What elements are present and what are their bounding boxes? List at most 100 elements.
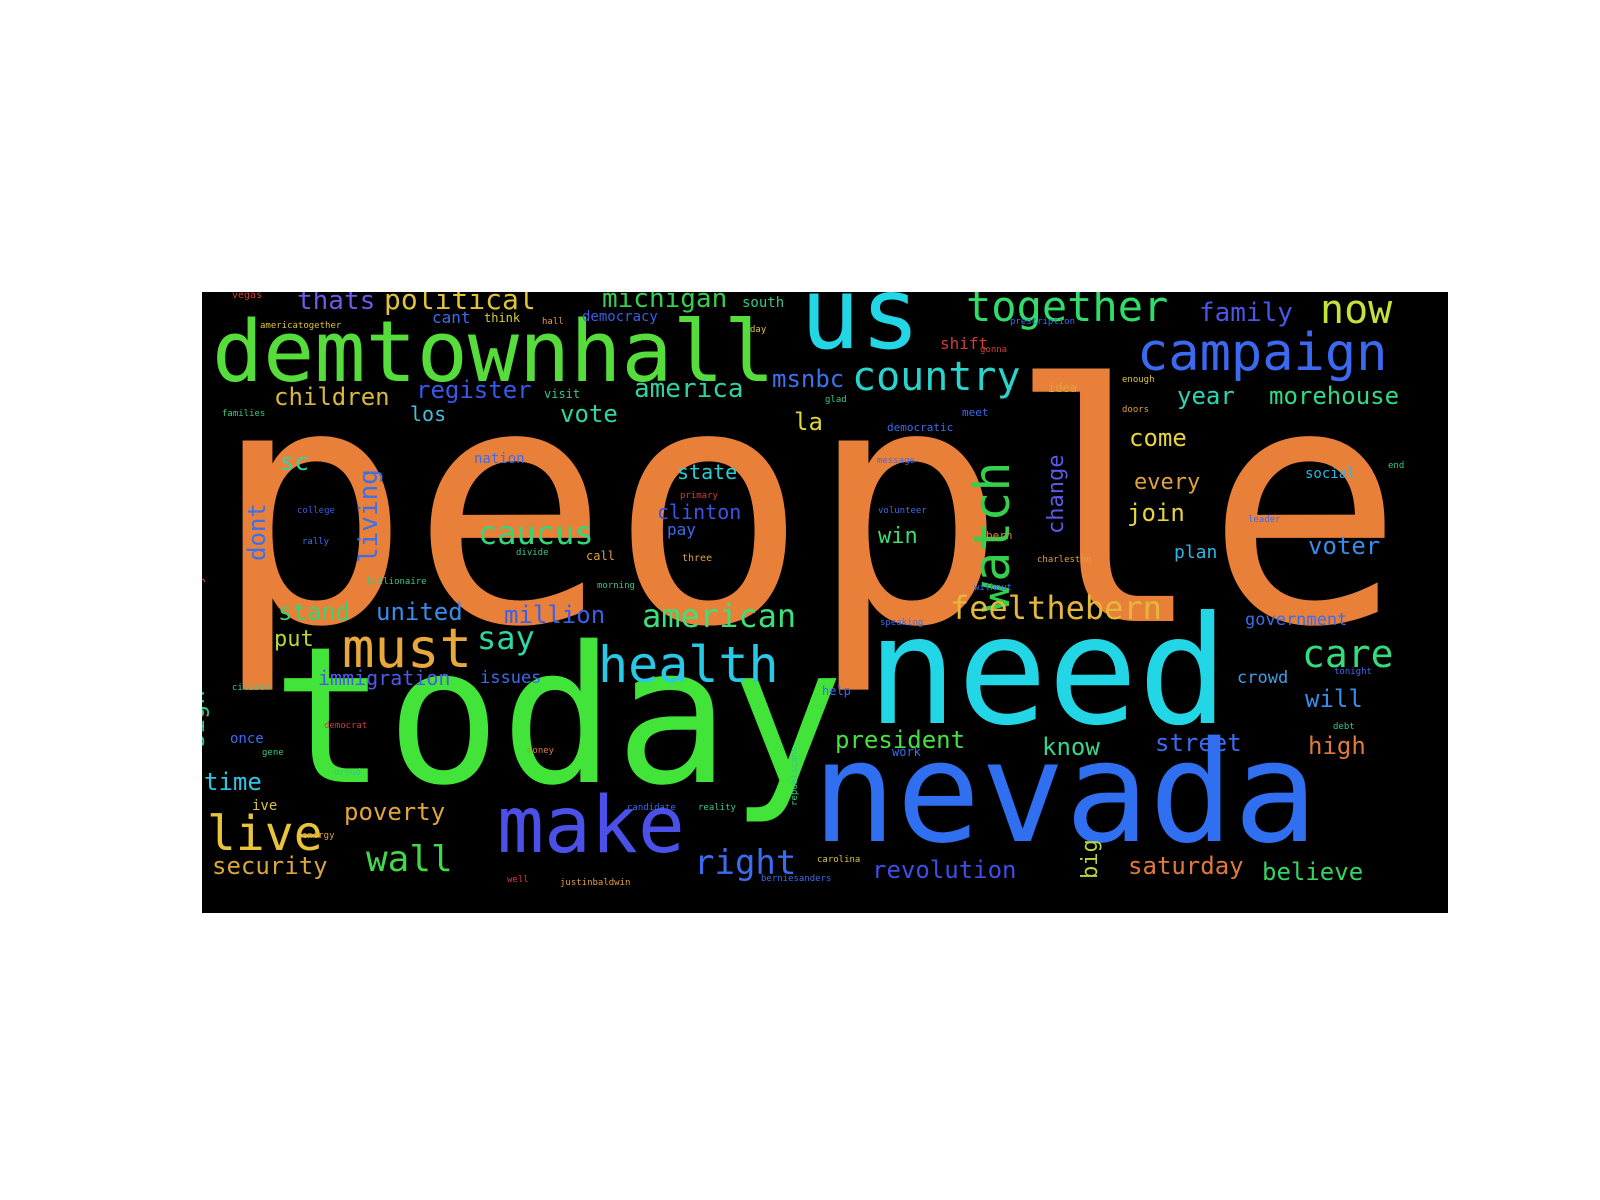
- word-must: must: [342, 617, 473, 680]
- word-michigan: michigan: [602, 292, 728, 314]
- word-million: million: [504, 601, 606, 629]
- word-debt: debt: [1333, 722, 1355, 732]
- word-proud: proud: [334, 768, 362, 778]
- word-well: well: [507, 875, 529, 885]
- word-without: without: [974, 583, 1012, 593]
- word-crowd: crowd: [1237, 668, 1289, 688]
- word-stand: stand: [278, 598, 351, 626]
- word-change: change: [1044, 454, 1069, 534]
- word-social: social: [1305, 466, 1356, 482]
- word-right: right: [694, 843, 797, 883]
- word-visit: visit: [544, 387, 581, 401]
- word-enough: enough: [1122, 375, 1155, 385]
- word-state: state: [677, 460, 738, 484]
- word-tonight: tonight: [1334, 667, 1372, 677]
- word-la: la: [794, 408, 823, 436]
- word-call: call: [586, 549, 615, 563]
- word-feelthebern: feelthebern: [950, 589, 1162, 627]
- word-shift: shift: [940, 334, 989, 353]
- word-cloud: people today need nevada us demtownhall make ca…: [202, 292, 1448, 913]
- word-street: street: [1155, 729, 1242, 757]
- word-morehouse: morehouse: [1269, 382, 1400, 410]
- word-south: south: [742, 295, 785, 311]
- word-pay: pay: [667, 520, 696, 539]
- word-poverty: poverty: [344, 798, 446, 826]
- word-once: once: [230, 731, 264, 747]
- word-country: country: [852, 354, 1021, 400]
- word-clinton: clinton: [657, 500, 742, 524]
- word-morning: morning: [597, 581, 635, 591]
- word-make: make: [497, 781, 685, 871]
- word-every: every: [1134, 470, 1201, 495]
- word-charleston: charleston: [1037, 555, 1092, 565]
- word-join: join: [1127, 499, 1185, 527]
- word-three: three: [682, 553, 713, 564]
- word-say: say: [477, 619, 535, 657]
- word-put: put: [274, 627, 314, 652]
- word-people: people: [212, 315, 1405, 699]
- word-divide: divide: [516, 548, 549, 558]
- word-campaign: campaign: [1137, 323, 1388, 383]
- word-democrat: democrat: [324, 721, 368, 731]
- word-vote: vote: [560, 400, 618, 428]
- word-cant: cant: [432, 308, 471, 327]
- word-candidate: candidate: [627, 803, 676, 813]
- word-college: college: [297, 506, 335, 516]
- word-family: family: [1199, 298, 1293, 328]
- word-time: time: [204, 768, 262, 796]
- word-gene: gene: [262, 748, 284, 758]
- word-bern: bern: [986, 529, 1013, 542]
- word-end: end: [1388, 461, 1405, 471]
- word-volunteer: volunteer: [878, 506, 927, 516]
- word-big: big: [1078, 839, 1103, 879]
- word-help: help: [822, 684, 851, 698]
- word-high: high: [1308, 732, 1366, 760]
- word-vegas: vegas: [232, 292, 263, 301]
- word-ive: ive: [252, 798, 278, 814]
- word-meet: meet: [962, 406, 989, 419]
- word-leader: leader: [1248, 515, 1281, 525]
- word-speaking: speaking: [880, 618, 924, 628]
- word-wall: wall: [366, 839, 453, 880]
- word-think: think: [484, 311, 521, 325]
- word-carolina: carolina: [817, 855, 861, 865]
- word-health: health: [598, 636, 779, 694]
- word-need: need: [867, 585, 1229, 759]
- word-revolution: revolution: [872, 856, 1017, 884]
- word-immigration: immigration: [318, 666, 451, 690]
- word-glad: glad: [825, 395, 847, 405]
- word-los: los: [410, 402, 447, 426]
- word-republicans: republicans: [790, 746, 800, 806]
- word-billionaire: billionaire: [367, 577, 427, 587]
- word-together: together: [966, 292, 1169, 331]
- word-live: live: [207, 806, 323, 862]
- word-primary: primary: [680, 491, 718, 501]
- word-democracy: democracy: [582, 309, 658, 325]
- word-families: families: [222, 409, 266, 419]
- word-rally: rally: [302, 537, 330, 547]
- word-sc: sc: [280, 448, 309, 476]
- word-will: will: [1305, 685, 1363, 713]
- word-msnbc: msnbc: [772, 365, 845, 393]
- word-american: american: [642, 597, 797, 635]
- word-care: care: [1302, 632, 1394, 676]
- word-government: government: [1245, 610, 1348, 630]
- word-united: united: [376, 598, 463, 626]
- word-nevada: nevada: [812, 712, 1318, 875]
- word-security: security: [212, 852, 328, 880]
- word-berniesanders: berniesanders: [761, 874, 832, 884]
- word-dont: dont: [243, 503, 271, 561]
- word-living: living: [354, 469, 384, 563]
- word-day: day: [750, 325, 767, 335]
- word-prescription: prescription: [1010, 317, 1076, 327]
- word-sign: sign: [202, 690, 210, 748]
- word-citizen: citizen: [232, 683, 270, 693]
- word-saturday: saturday: [1128, 852, 1244, 880]
- word-democratic: democratic: [887, 421, 954, 434]
- word-children: children: [274, 383, 390, 411]
- word-know: know: [1042, 733, 1100, 761]
- word-nation: nation: [474, 451, 525, 467]
- word-hall: hall: [542, 317, 564, 327]
- word-win: win: [878, 524, 918, 549]
- word-plan: plan: [1174, 542, 1218, 563]
